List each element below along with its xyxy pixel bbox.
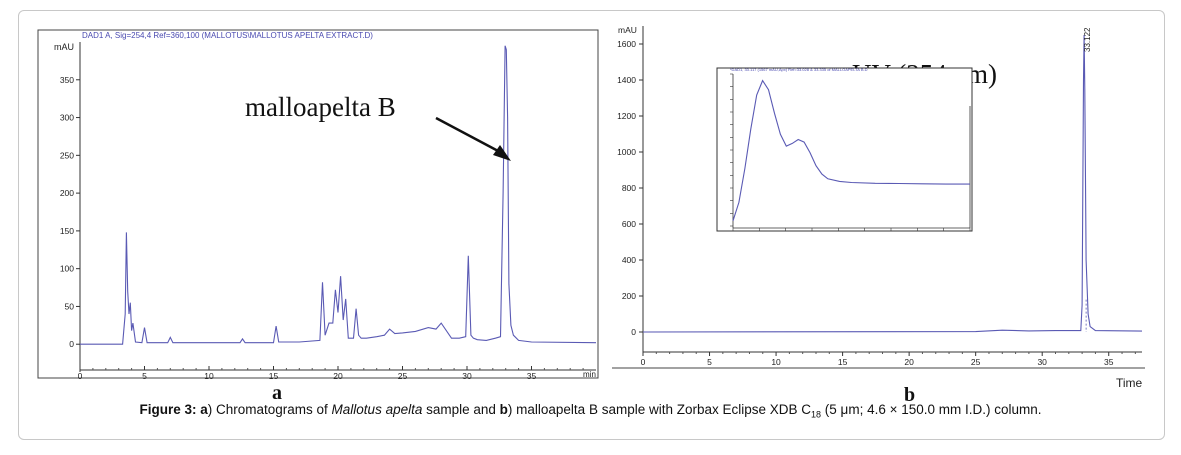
panel-a-x-tick-label: 10 [204,371,214,381]
panel-a-x-tick-label: 0 [78,371,83,381]
caption-text-1: ) Chromatograms of [207,402,332,417]
panel-a-y-tick-label: 250 [60,150,74,160]
peak-retention-label: 33.122 [1083,27,1092,52]
panel-a-x-tick-label: 5 [142,371,147,381]
panel-b-y-tick-label: 800 [622,183,636,193]
panel-b-y-tick-label: 400 [622,255,636,265]
chart-panel-b: mAU Time 0 200 400 600 800 1000 1200 1400 1600 0 5… [612,25,1145,406]
caption-text-4: (5 μm; 4.6 × 150.0 mm I.D.) column. [821,402,1042,417]
caption-figure-label: Figure 3: [139,402,197,417]
uv-spectrum-inset: *DAD1, 33.117 (1567 mAU,Apx) Ref=33.028 … [716,67,973,232]
panel-a-x-tick-label: 25 [398,371,408,381]
panel-b-x-tick-label: 0 [641,357,646,367]
panel-a-header: DAD1 A, Sig=254,4 Ref=360,100 (MALLOTUS\… [82,31,373,40]
panel-b-x-tick-label: 30 [1037,357,1047,367]
panel-b-x-tick-label: 20 [904,357,914,367]
panel-a-y-tick-label: 50 [65,301,75,311]
panel-a-xunit: min [583,370,596,379]
panel-a-y-tick-label: 200 [60,188,74,198]
figure-caption: Figure 3: a) Chromatograms of Mallotus a… [0,402,1181,420]
chart-panel-a: DAD1 A, Sig=254,4 Ref=360,100 (MALLOTUS\… [37,29,599,404]
panel-b-y-tick-label: 600 [622,219,636,229]
panel-b-x-tick-label: 35 [1104,357,1114,367]
panel-b-letter: b [904,384,915,406]
caption-text-2: sample and [422,402,500,417]
panel-a-axes: 0 50 100 150 200 250 300 350 0 5 10 15 20 25 30 35 [60,42,597,381]
malloapelta-annotation: malloapelta B [245,92,396,122]
panel-b-x-tick-label: 15 [838,357,848,367]
annotation-arrow [435,116,511,161]
caption-text-3: ) malloapelta B sample with Zorbax Eclip… [507,402,812,417]
inset-spectrum-line [732,79,970,221]
panel-b-axes: 0 200 400 600 800 1000 1200 1400 1600 0 5 10 15 20 25 3… [617,26,1143,367]
panel-a-y-tick-label: 300 [60,113,74,123]
panel-b-y-tick-label: 1200 [617,111,636,121]
panel-b-y-tick-label: 0 [631,327,636,337]
caption-a-label: a [200,402,208,417]
panel-b-chromatogram-line [642,34,1143,333]
panel-b-y-tick-label: 200 [622,291,636,301]
caption-subscript: 18 [811,409,822,420]
panel-a-y-tick-label: 0 [69,339,74,349]
panel-b-xlabel: Time [1116,376,1143,390]
panel-b-x-tick-label: 25 [971,357,981,367]
panel-b-x-tick-label: 10 [771,357,781,367]
panel-a-y-tick-label: 100 [60,264,74,274]
panel-a-y-tick-label: 150 [60,226,74,236]
panel-a-ylabel: mAU [54,42,74,52]
panel-b-y-tick-label: 1000 [617,147,636,157]
panel-a-border [37,29,599,379]
panel-a-x-tick-label: 30 [462,371,472,381]
panel-a-letter: a [272,382,282,404]
panel-b-y-tick-label: 1600 [617,39,636,49]
inset-header: *DAD1, 33.117 (1567 mAU,Apx) Ref=33.028 … [730,67,868,72]
panel-b-y-tick-label: 1400 [617,75,636,85]
panel-b-x-tick-label: 5 [707,357,712,367]
caption-b-label: b [499,402,508,417]
inset-border [716,67,973,232]
caption-species: Mallotus apelta [331,402,423,417]
panel-a-chromatogram-line [80,45,597,345]
panel-a-y-tick-label: 350 [60,75,74,85]
inset-ticks [730,73,971,231]
panel-a-x-tick-label: 15 [269,371,279,381]
panel-a-x-tick-label: 35 [527,371,537,381]
panel-b-ylabel: mAU [618,25,637,35]
panel-a-x-tick-label: 20 [333,371,343,381]
